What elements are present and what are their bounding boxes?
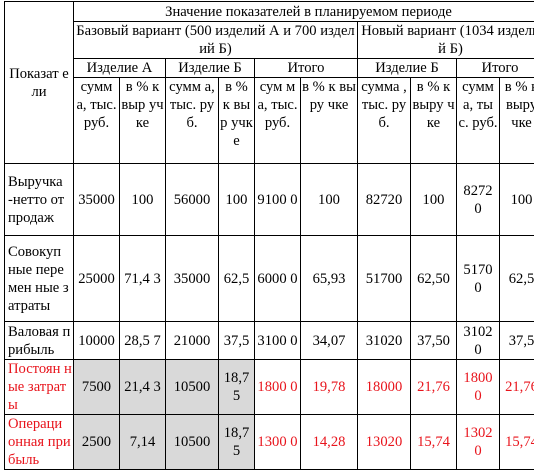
- table-cell: 14,28: [301, 415, 358, 470]
- subheader-amount: сум ма, тыс. руб.: [255, 78, 301, 164]
- table-row: Валовая прибыль 10000 28,5 7 21000 37,5 …: [5, 322, 534, 360]
- table-cell: 100: [411, 164, 457, 236]
- table-row: Выручка -нетто от продаж 35000 100 56000…: [5, 164, 534, 236]
- subheader-amount: сумма , тыс. руб.: [358, 78, 411, 164]
- table-cell: 3102 0: [457, 322, 500, 360]
- table-cell: 100: [301, 164, 358, 236]
- table-cell: 31020: [358, 322, 411, 360]
- table-cell: 1302 0: [457, 415, 500, 470]
- table-cell: 37,5: [500, 322, 534, 360]
- table-cell: 37,50: [411, 322, 457, 360]
- table-cell: 15,74: [411, 415, 457, 470]
- new-variant-header: Новый вариант (1034 изделий Б): [358, 22, 534, 59]
- table-row: Операци онная прибыль 2500 7,14 10500 18…: [5, 415, 534, 470]
- table-cell: 5170 0: [457, 236, 500, 322]
- table-cell: 62,50: [411, 236, 457, 322]
- table-cell: 7,14: [120, 415, 166, 470]
- table-row: Совокуп ные перемен ные затраты 25000 71…: [5, 236, 534, 322]
- row-label: Операци онная прибыль: [5, 415, 74, 470]
- table-cell: 10500: [166, 415, 219, 470]
- subheader-amount: сумм а, тыс. руб.: [166, 78, 219, 164]
- table-cell: 1300 0: [255, 415, 301, 470]
- table-cell: 56000: [166, 164, 219, 236]
- table-cell: 28,5 7: [120, 322, 166, 360]
- table-cell: 7500: [74, 360, 120, 415]
- row-label: Совокуп ные перемен ные затраты: [5, 236, 74, 322]
- row-label: Выручка -нетто от продаж: [5, 164, 74, 236]
- product-header: Изделие А: [74, 59, 166, 78]
- table-cell: 10000: [74, 322, 120, 360]
- table-cell: 9100 0: [255, 164, 301, 236]
- subheader-percent: в % к выру чке: [301, 78, 358, 164]
- table-cell: 51700: [358, 236, 411, 322]
- table-cell: 1800 0: [255, 360, 301, 415]
- table-cell: 35000: [74, 164, 120, 236]
- table-cell: 15,74: [500, 415, 534, 470]
- subheader-amount: сумм а, тыс. руб.: [74, 78, 120, 164]
- row-label: Постоян ные затраты: [5, 360, 74, 415]
- product-header: Изделие Б: [166, 59, 255, 78]
- table-cell: 100: [500, 164, 534, 236]
- table-row: Постоян ные затраты 7500 21,4 3 10500 18…: [5, 360, 534, 415]
- table-cell: 65,93: [301, 236, 358, 322]
- table-cell: 100: [219, 164, 255, 236]
- table-cell: 35000: [166, 236, 219, 322]
- table-cell: 62,5: [219, 236, 255, 322]
- table-cell: 3100 0: [255, 322, 301, 360]
- table-cell: 25000: [74, 236, 120, 322]
- table-cell: 37,5: [219, 322, 255, 360]
- table-cell: 18000: [358, 360, 411, 415]
- table-cell: 82720: [358, 164, 411, 236]
- product-header: Изделие Б: [358, 59, 457, 78]
- subheader-percent: в % к выру чке: [500, 78, 534, 164]
- subheader-percent: в % к выр учк е: [219, 78, 255, 164]
- table-cell: 62,5: [500, 236, 534, 322]
- param-header: Показат ели: [5, 2, 74, 164]
- table-cell: 21,4 3: [120, 360, 166, 415]
- table-cell: 18,7 5: [219, 415, 255, 470]
- table-cell: 21,76: [500, 360, 534, 415]
- table-cell: 6000 0: [255, 236, 301, 322]
- total-header: Итого: [255, 59, 358, 78]
- table-cell: 13020: [358, 415, 411, 470]
- row-label: Валовая прибыль: [5, 322, 74, 360]
- table-cell: 71,4 3: [120, 236, 166, 322]
- table-cell: 19,78: [301, 360, 358, 415]
- table-cell: 21000: [166, 322, 219, 360]
- table-cell: 10500: [166, 360, 219, 415]
- table-cell: 8272 0: [457, 164, 500, 236]
- table-cell: 1800 0: [457, 360, 500, 415]
- total-header: Итого: [457, 59, 534, 78]
- table-cell: 21,76: [411, 360, 457, 415]
- indicators-table: Показат ели Значение показателей в плани…: [4, 1, 534, 470]
- table-cell: 18,7 5: [219, 360, 255, 415]
- subheader-amount: сумм а, тыс. руб.: [457, 78, 500, 164]
- table-cell: 34,07: [301, 322, 358, 360]
- table-cell: 100: [120, 164, 166, 236]
- subheader-percent: в % к выру чке: [411, 78, 457, 164]
- group-title: Значение показателей в планируемом перио…: [74, 2, 534, 22]
- base-variant-header: Базовый вариант (500 изделий А и 700 изд…: [74, 22, 358, 59]
- subheader-percent: в % к выр учке: [120, 78, 166, 164]
- table-cell: 2500: [74, 415, 120, 470]
